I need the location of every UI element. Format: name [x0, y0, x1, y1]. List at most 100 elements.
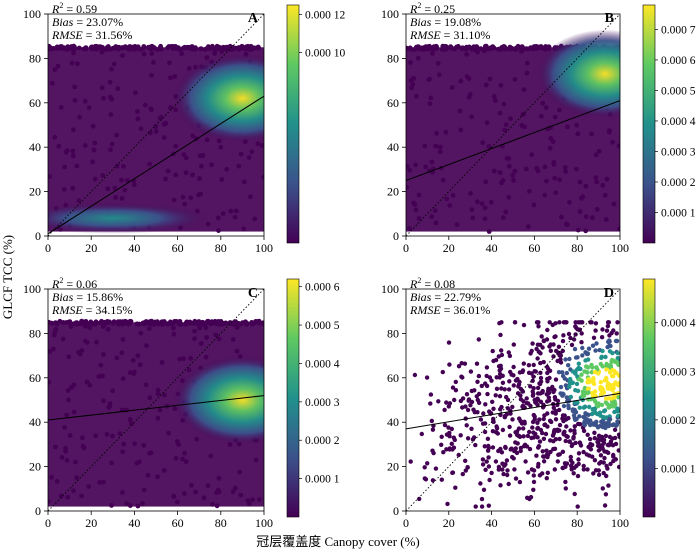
scatter-point — [170, 46, 176, 51]
scatter-point — [573, 371, 578, 376]
scatter-point — [120, 490, 125, 495]
scatter-point — [488, 199, 494, 205]
scatter-point — [564, 370, 569, 376]
scatter-point — [545, 327, 550, 333]
scatter-point — [511, 364, 516, 370]
scatter-point — [562, 165, 568, 170]
scatter-point — [588, 422, 593, 428]
scatter-point — [592, 458, 598, 463]
scatter-point — [490, 348, 495, 354]
scatter-point — [145, 472, 151, 478]
scatter-point — [577, 405, 582, 410]
scatter-point — [551, 389, 556, 395]
scatter-point — [482, 205, 488, 211]
scatter-point — [602, 455, 607, 461]
scatter-point — [515, 376, 520, 382]
scatter-point — [534, 165, 540, 171]
scatter-point — [610, 368, 615, 373]
scatter-point — [548, 348, 553, 353]
scatter-point — [537, 439, 543, 444]
scatter-point — [544, 178, 549, 184]
scatter-point — [48, 379, 52, 385]
scatter-point — [555, 459, 560, 464]
scatter-point — [101, 324, 106, 329]
scatter-point — [482, 429, 488, 435]
scatter-point — [115, 45, 121, 51]
scatter-point — [486, 503, 491, 508]
scatter-point — [484, 459, 489, 464]
scatter-point — [591, 471, 596, 476]
colorbar-tick-label: 0.000 3 — [305, 397, 340, 409]
scatter-point — [51, 346, 56, 352]
scatter-point — [483, 402, 488, 407]
scatter-point — [502, 413, 508, 419]
scatter-point — [434, 130, 439, 136]
bias-annotation: Bias = 15.86% — [52, 290, 123, 304]
scatter-point — [616, 383, 620, 388]
scatter-point — [476, 337, 481, 342]
scatter-point — [141, 487, 147, 493]
scatter-point — [541, 436, 547, 441]
scatter-point — [223, 47, 229, 52]
scatter-point — [500, 178, 506, 183]
scatter-point — [534, 320, 540, 325]
scatter-point — [501, 471, 506, 477]
scatter-point — [203, 354, 209, 360]
scatter-point — [161, 135, 167, 140]
scatter-point — [141, 51, 147, 57]
scatter-point — [437, 149, 443, 155]
scatter-point — [613, 370, 618, 376]
scatter-point — [80, 435, 85, 441]
scatter-point — [508, 116, 513, 122]
scatter-point — [572, 431, 577, 436]
scatter-point — [423, 477, 429, 482]
scatter-point — [516, 426, 522, 431]
scatter-point — [486, 229, 492, 234]
scatter-point — [579, 331, 584, 336]
scatter-point — [407, 168, 413, 173]
scatter-point — [483, 82, 489, 88]
scatter-point — [208, 453, 214, 459]
scatter-point — [523, 166, 529, 172]
scatter-point — [132, 441, 138, 447]
scatter-point — [219, 177, 225, 182]
scatter-point — [99, 48, 105, 54]
axes-frame — [47, 288, 265, 512]
scatter-point — [502, 45, 508, 50]
scatter-point — [537, 381, 542, 386]
scatter-point — [567, 384, 572, 389]
scatter-point — [595, 443, 601, 448]
scatter-point — [580, 345, 585, 351]
scatter-point — [476, 391, 482, 397]
scatter-point — [494, 386, 500, 391]
scatter-point — [506, 194, 512, 200]
scatter-point — [457, 108, 463, 114]
scatter-point — [605, 466, 610, 471]
scatter-point — [563, 383, 569, 388]
scatter-point — [576, 320, 581, 325]
scatter-point — [547, 368, 553, 373]
scatter-point — [526, 224, 531, 230]
scatter-point — [471, 435, 477, 440]
scatter-point — [97, 480, 103, 485]
x-tick-label: 100 — [255, 516, 273, 530]
scatter-point — [447, 430, 452, 436]
x-tick-label: 100 — [255, 241, 273, 255]
scatter-point — [131, 182, 137, 188]
scatter-point — [575, 227, 581, 233]
scatter-point — [452, 437, 457, 443]
scatter-point — [580, 194, 586, 200]
scatter-point — [616, 395, 620, 400]
scatter-point — [571, 434, 576, 440]
scatter-point — [91, 147, 97, 153]
y-tick-label: 80 — [29, 326, 41, 340]
scatter-point — [415, 55, 421, 61]
scatter-point — [510, 417, 515, 422]
scatter-point — [429, 159, 435, 165]
scatter-point — [63, 149, 69, 155]
scatter-point — [543, 431, 549, 437]
scatter-point — [406, 164, 410, 169]
scatter-point — [570, 380, 575, 385]
scatter-point — [141, 442, 147, 448]
scatter-point — [450, 470, 456, 475]
